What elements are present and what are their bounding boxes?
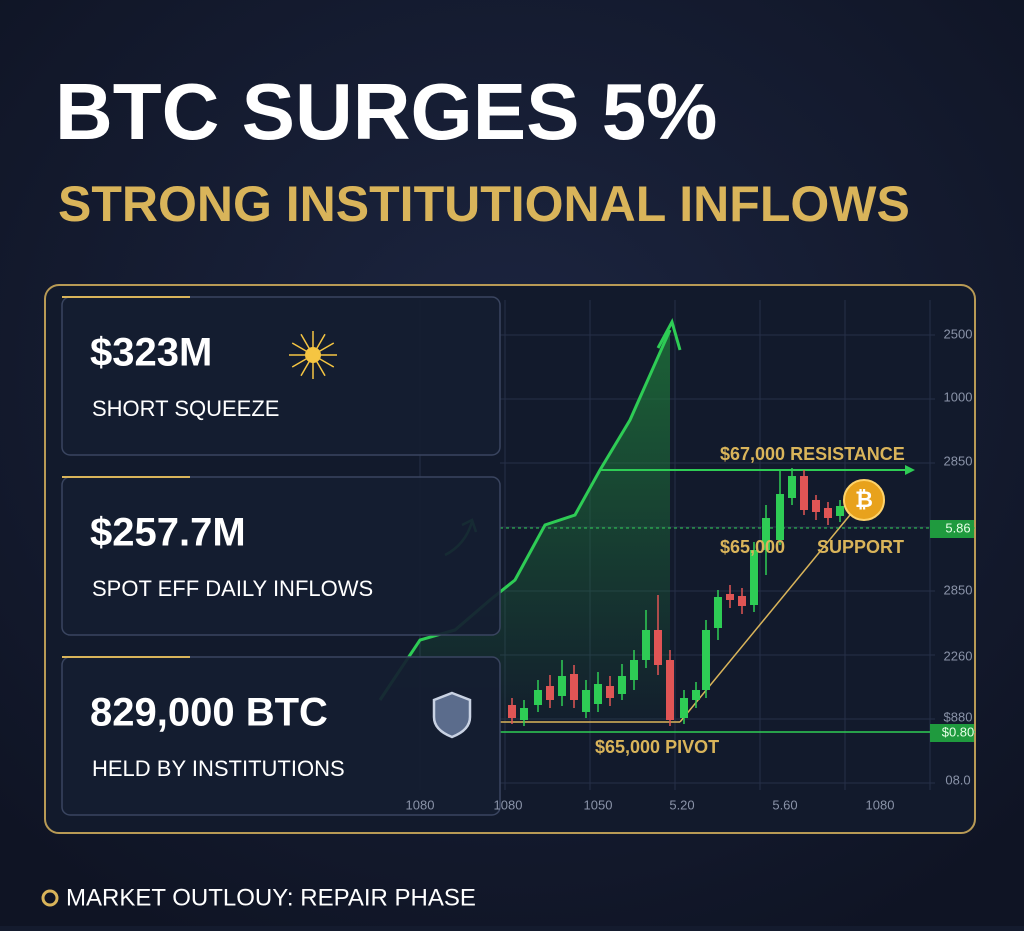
cards: $323M SHORT SQUEEZE $257.7M SPOT EFF DAILY … [61,296,501,816]
candle-body [800,476,808,510]
candle-body [762,518,770,550]
burst-ray [291,342,314,356]
y-axis-label: 2850 [944,453,973,468]
annotation: $65,000 PIVOT [595,737,719,757]
area [380,330,670,720]
shield-icon [432,691,472,739]
y-axis-label: 08.0 [945,772,970,787]
title: BTC SURGES 5% [55,67,717,156]
y-axis-label: $0.80 [942,724,975,739]
candle-body [534,690,542,705]
candle-body [570,674,578,700]
candle-body [824,508,832,518]
bitcoin-symbol: ₿ [855,487,873,512]
candle-body [836,506,844,516]
candle-body [508,705,516,718]
burst-ray [312,333,326,356]
candle-body [776,494,784,540]
candle-body [618,676,626,694]
candle-body [642,630,650,660]
candle-body [558,676,566,696]
burst-ray [312,354,326,377]
card [61,656,501,816]
candle-body [702,630,710,690]
gear-icon [41,889,59,907]
burst-ray [291,354,314,368]
bitcoin-icon [843,479,885,521]
y-axis-label: 5.86 [945,520,970,535]
candle-body [788,476,796,498]
card-value: $257.7M [90,511,246,555]
card-label: HELD BY INSTITUTIONS [92,756,345,781]
burst-ray [300,333,314,356]
card-label: SHORT SQUEEZE [92,396,279,421]
candle-body [546,686,554,700]
candle-body [692,690,700,700]
x-axis-label: 1080 [406,797,435,812]
x-axis-label: 1080 [866,797,895,812]
card [61,296,501,456]
x-axis-label: 5.60 [772,797,797,812]
candle-body [812,500,820,512]
candle-body [666,660,674,720]
burst-ray [300,354,314,377]
subtitle: STRONG INSTITUTIONAL INFLOWS [58,176,910,232]
price-tag [930,520,974,538]
candles [508,468,844,726]
x-axis-label: 1050 [584,797,613,812]
card-value: 829,000 BTC [90,691,328,735]
card-label: SPOT EFF DAILY INFLOWS [92,576,373,601]
y-axis-label: 2500 [944,326,973,341]
axis-labels: 2500 1000 2850 5.86 2850 2260 $880$0.80 08.0 108… [406,326,975,812]
candle-body [520,708,528,720]
card [61,476,501,636]
arrow-head [656,318,682,351]
y-axis-label: 1000 [944,389,973,404]
x-axis-label: 5.20 [669,797,694,812]
candle-body [594,684,602,704]
y-axis-label: 2260 [944,648,973,663]
footer: MARKET OUTLOUY: REPAIR PHASE [66,884,476,911]
y-axis-label: 2850 [944,582,973,597]
annotation: SUPPORT [817,537,904,557]
candle-body [606,686,614,698]
y-axis-label: $880 [944,709,973,724]
annotation: $67,000 RESISTANCE [720,444,905,464]
card-value: $323M [90,331,212,375]
candle-body [630,660,638,680]
candle-body [582,690,590,712]
candle-body [680,698,688,718]
arrow-head [905,465,915,475]
candle-body [750,550,758,605]
annotation: $65,000 [720,537,785,557]
candle-body [738,596,746,606]
x-axis-label: 1080 [494,797,523,812]
candle-body [654,630,662,665]
burst-ray [312,342,335,356]
burst-ray [312,354,335,368]
price-tag [930,724,974,742]
candle-body [714,597,722,628]
candle-body [726,594,734,600]
